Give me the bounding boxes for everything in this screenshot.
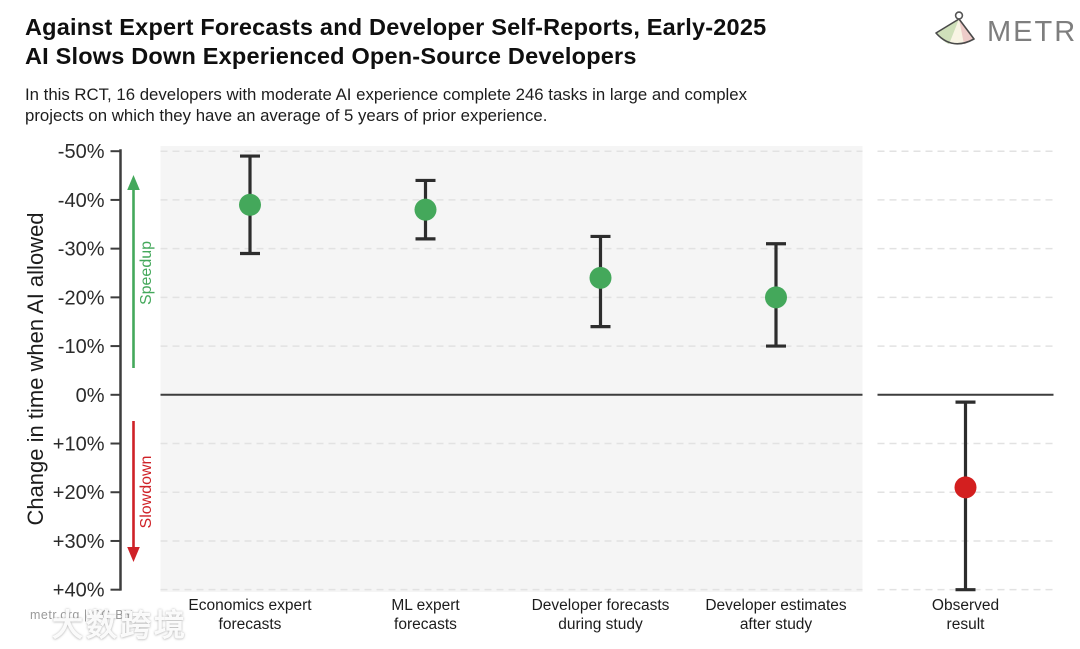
data-point-marker: [239, 193, 261, 216]
x-category-label: forecasts: [394, 616, 457, 633]
y-tick-label: +40%: [53, 580, 105, 602]
y-tick-label: +20%: [53, 482, 105, 504]
data-point-marker: [954, 476, 977, 499]
x-category-label: Developer estimates: [705, 597, 847, 614]
y-tick-label: 0%: [76, 385, 105, 407]
y-tick-label: +30%: [53, 531, 105, 553]
x-category-label: ML expert: [391, 597, 460, 614]
subtitle-line-1: In this RCT, 16 developers with moderate…: [25, 85, 747, 104]
y-tick-label: -40%: [58, 190, 105, 212]
x-category-label: forecasts: [219, 616, 282, 633]
metr-logo-text: METR: [987, 16, 1078, 48]
title-line-1: Against Expert Forecasts and Developer S…: [25, 14, 767, 40]
x-category-label: Observed: [932, 597, 999, 614]
source-attribution: metr.org | CC-BY: [30, 608, 133, 622]
data-point-marker: [589, 266, 612, 289]
metr-logo: METR: [932, 10, 1077, 55]
x-category-label: Economics expert: [188, 597, 312, 614]
subtitle-line-2: projects on which they have an average o…: [25, 106, 548, 125]
x-category-label: after study: [740, 616, 813, 633]
watermark-text: 大数跨境: [52, 608, 188, 643]
x-category-label: result: [947, 616, 986, 633]
page-title: Against Expert Forecasts and Developer S…: [25, 13, 925, 71]
y-tick-label: -20%: [58, 287, 105, 309]
chart-subtitle: In this RCT, 16 developers with moderate…: [25, 84, 945, 126]
watermark-logo-icon: [6, 598, 50, 643]
metr-logo-icon: [932, 10, 978, 55]
slowdown-arrowhead: [127, 547, 140, 562]
y-tick-label: -10%: [58, 336, 105, 358]
x-category-label: Developer forecasts: [532, 597, 670, 614]
speedup-arrowhead: [127, 175, 140, 190]
y-tick-label: -50%: [58, 141, 105, 163]
x-category-label: during study: [558, 616, 643, 633]
y-tick-label: +10%: [53, 434, 105, 456]
data-point-marker: [765, 286, 787, 309]
title-line-2: AI Slows Down Experienced Open-Source De…: [25, 43, 637, 69]
y-tick-label: -30%: [58, 239, 105, 261]
forecast-panel-bg: [160, 146, 863, 592]
data-point-marker: [414, 198, 437, 221]
